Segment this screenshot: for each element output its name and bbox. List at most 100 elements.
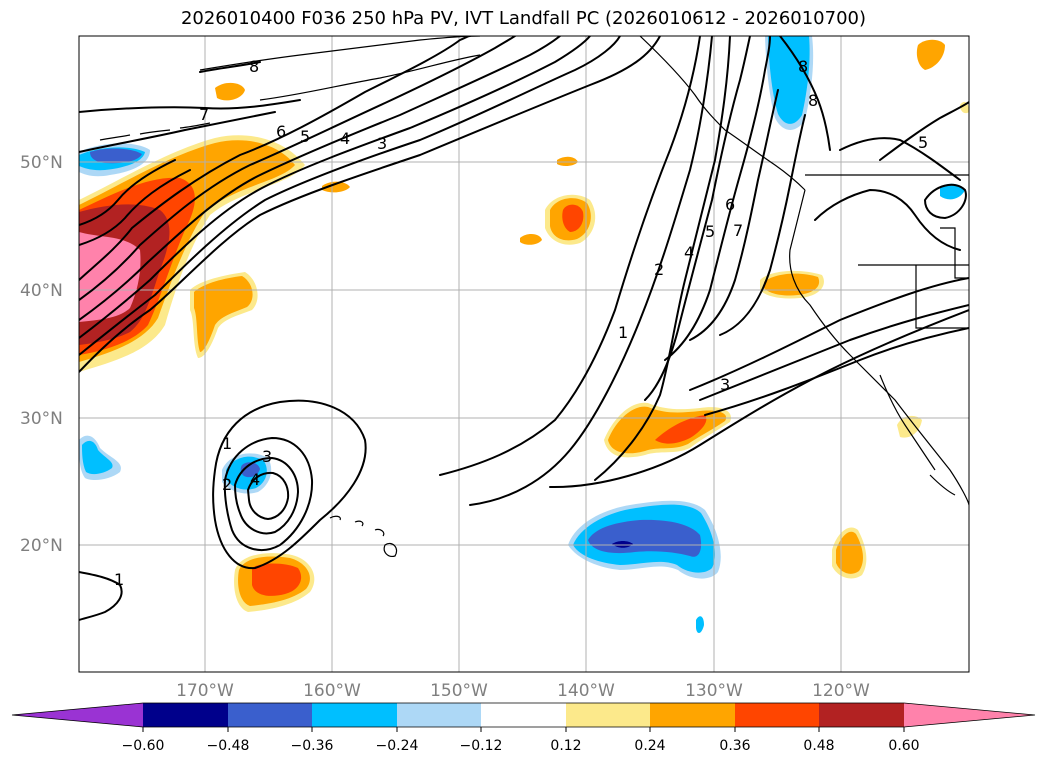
negative-anomaly-nw-dark	[90, 148, 142, 164]
baja-california	[879, 374, 936, 471]
colorbar-tick-label: 0.36	[719, 738, 750, 754]
lon-label: 120°W	[812, 681, 870, 701]
contour-1-trough	[439, 36, 701, 476]
coastlines	[99, 36, 969, 557]
colorbar: −0.60 −0.48 −0.36 −0.24 −0.12 0.12 0.24 …	[11, 702, 1036, 754]
contour-6-east	[839, 137, 961, 181]
positive-anomaly-small-2	[322, 181, 350, 193]
positive-anomaly-small-3	[557, 156, 578, 167]
contour-label: 4	[340, 129, 350, 148]
contour-label: 7	[733, 221, 743, 240]
figure-title: 2026010400 F036 250 hPa PV, IVT Landfall…	[180, 8, 867, 29]
colorbar-extend-min	[12, 703, 143, 727]
map-plot-area: 8 7 6 5 4 3 8 8 5 6 7 5 4 2 1 3 1 3 4 2 …	[79, 36, 969, 672]
lat-label: 20°N	[20, 536, 63, 556]
negative-anomaly-west-blue	[82, 440, 113, 475]
colorbar-tick-label: 0.60	[888, 738, 919, 754]
positive-anomaly-45n-red	[562, 204, 584, 232]
contour-label: 5	[705, 222, 715, 241]
positive-anomaly-small-6	[960, 101, 969, 114]
negative-anomaly-hawaii-dark	[240, 462, 260, 478]
contour-label: 7	[199, 105, 209, 124]
contour-3-trough	[549, 309, 969, 489]
contour-label: 8	[808, 91, 818, 110]
colorbar-ticks	[142, 727, 905, 732]
colorbar-tick-label: −0.12	[460, 738, 503, 754]
contour-label: 2	[222, 475, 232, 494]
colorbar-tick-label: 0.48	[803, 738, 834, 754]
contour-7-west	[79, 169, 191, 246]
contour-8-north	[79, 99, 301, 113]
contour-3-arc	[79, 36, 661, 373]
lat-label: 40°N	[20, 281, 63, 301]
colorbar-bin	[397, 703, 481, 727]
contour-4-arc	[79, 36, 621, 356]
contour-label: 8	[249, 57, 259, 76]
contour-7-east	[814, 189, 961, 251]
colorbar-bin	[566, 703, 650, 727]
pv-contours	[79, 36, 969, 621]
positive-anomaly-170w-orange	[194, 276, 253, 352]
contour-label: 4	[250, 470, 260, 489]
contour-7-arc	[79, 36, 516, 301]
contour-label: 1	[114, 570, 124, 589]
contour-7-north	[79, 111, 276, 153]
contour-label: 1	[222, 434, 232, 453]
negative-anomaly-canada-blue	[768, 36, 810, 124]
colorbar-bin	[819, 703, 904, 727]
lon-label: 140°W	[557, 681, 615, 701]
contour-2-east	[704, 327, 969, 416]
colorbar-bin	[735, 703, 819, 727]
contour-5-east-north	[879, 101, 969, 161]
positive-anomaly-small-1	[215, 82, 245, 101]
contour-label: 3	[377, 134, 387, 153]
map-frame	[78, 35, 970, 673]
lon-label: 170°W	[176, 681, 234, 701]
hawaii-islands	[329, 515, 398, 557]
negative-anomaly-20n-dark	[612, 541, 633, 548]
contour-east-loop	[924, 183, 967, 219]
contour-3-east	[699, 304, 969, 401]
contour-label: 2	[654, 260, 664, 279]
us-border	[805, 174, 969, 329]
lon-label: 130°W	[685, 681, 743, 701]
contour-label: 4	[684, 243, 694, 262]
contour-label: 8	[798, 57, 808, 76]
lon-label: 160°W	[303, 681, 361, 701]
contour-1-low	[212, 399, 367, 570]
positive-anomaly-mexico-orange	[836, 531, 863, 574]
contour-5-arc	[79, 36, 591, 339]
contour-8-north-2	[199, 61, 261, 73]
contour-5-trough	[664, 36, 771, 361]
positive-anomaly-south-hawaii-red	[252, 563, 302, 596]
contour-2-trough	[469, 36, 713, 506]
positive-anomaly-30n-red	[655, 415, 707, 444]
contour-6-arc	[79, 36, 561, 321]
negative-anomaly-20n-mid	[588, 519, 702, 557]
positive-anomaly-small-5	[916, 39, 945, 70]
contour-label: 5	[918, 133, 928, 152]
colorbar-extend-max	[904, 703, 1035, 727]
contour-7-trough	[719, 114, 806, 336]
contour-label: 6	[725, 195, 735, 214]
contour-label: 3	[720, 375, 730, 394]
positive-anomaly-small-4	[520, 234, 542, 245]
contour-labels: 8 7 6 5 4 3 8 8 5 6 7 5 4 2 1 3 1 3 4 2 …	[114, 57, 928, 589]
contour-label: 6	[276, 122, 286, 141]
mexico-coast	[929, 474, 956, 496]
colorbar-tick-label: −0.24	[376, 738, 419, 754]
lon-label: 150°W	[430, 681, 488, 701]
aleutian-islands	[99, 122, 211, 141]
alaska-coast	[199, 36, 481, 101]
negative-anomaly-east	[940, 183, 965, 200]
lat-label: 50°N	[20, 153, 63, 173]
colorbar-tick-labels: −0.60 −0.48 −0.36 −0.24 −0.12 0.12 0.24 …	[122, 738, 920, 754]
lat-label: 30°N	[20, 409, 63, 429]
contour-6-west	[79, 159, 176, 226]
positive-anomaly-nw-pink	[79, 232, 141, 322]
colorbar-bin	[312, 703, 397, 727]
contour-4-trough	[644, 36, 751, 401]
latitude-labels: 50°N 40°N 30°N 20°N	[20, 153, 63, 556]
contour-label: 1	[618, 323, 628, 342]
